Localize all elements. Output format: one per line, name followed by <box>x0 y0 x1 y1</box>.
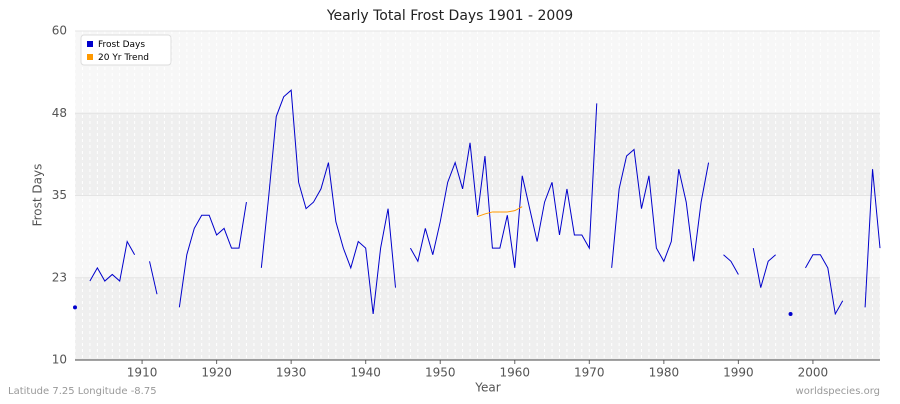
x-tick-label: 2000 <box>798 366 829 380</box>
chart-title: Yearly Total Frost Days 1901 - 2009 <box>326 8 573 24</box>
footer-right: worldspecies.org <box>796 386 880 397</box>
data-line <box>723 254 739 275</box>
y-tick-label: 35 <box>52 188 67 202</box>
data-line <box>864 169 881 308</box>
y-tick-label: 10 <box>52 353 67 367</box>
data-line <box>477 206 523 218</box>
y-tick-label: 60 <box>52 24 67 38</box>
x-tick-label: 1940 <box>350 366 381 380</box>
y-tick-label: 48 <box>52 106 67 120</box>
data-point <box>788 311 793 316</box>
data-line <box>752 248 776 288</box>
legend-swatch <box>87 41 93 47</box>
x-tick-label: 1990 <box>723 366 754 380</box>
x-tick-label: 1970 <box>574 366 605 380</box>
y-tick-label: 23 <box>52 270 67 284</box>
data-line <box>149 261 158 295</box>
legend-label: 20 Yr Trend <box>98 53 149 63</box>
y-axis-label: Frost Days <box>31 164 45 227</box>
x-tick-label: 1920 <box>201 366 232 380</box>
data-line <box>260 89 397 314</box>
footer-left: Latitude 7.25 Longitude -8.75 <box>8 386 157 397</box>
data-point <box>73 305 77 310</box>
data-line <box>611 148 710 268</box>
data-line <box>805 254 844 316</box>
data-line <box>89 240 136 282</box>
x-tick-label: 1910 <box>127 366 158 380</box>
legend-label: Frost Days <box>98 40 145 50</box>
data-line <box>178 202 247 308</box>
x-tick-label: 1980 <box>649 366 680 380</box>
legend-box <box>80 34 172 66</box>
x-axis-label: Year <box>474 381 500 395</box>
x-tick-label: 1960 <box>499 366 530 380</box>
data-line <box>409 103 598 268</box>
x-tick-label: 1950 <box>425 366 456 380</box>
legend-swatch <box>87 54 93 60</box>
x-tick-label: 1930 <box>276 366 307 380</box>
